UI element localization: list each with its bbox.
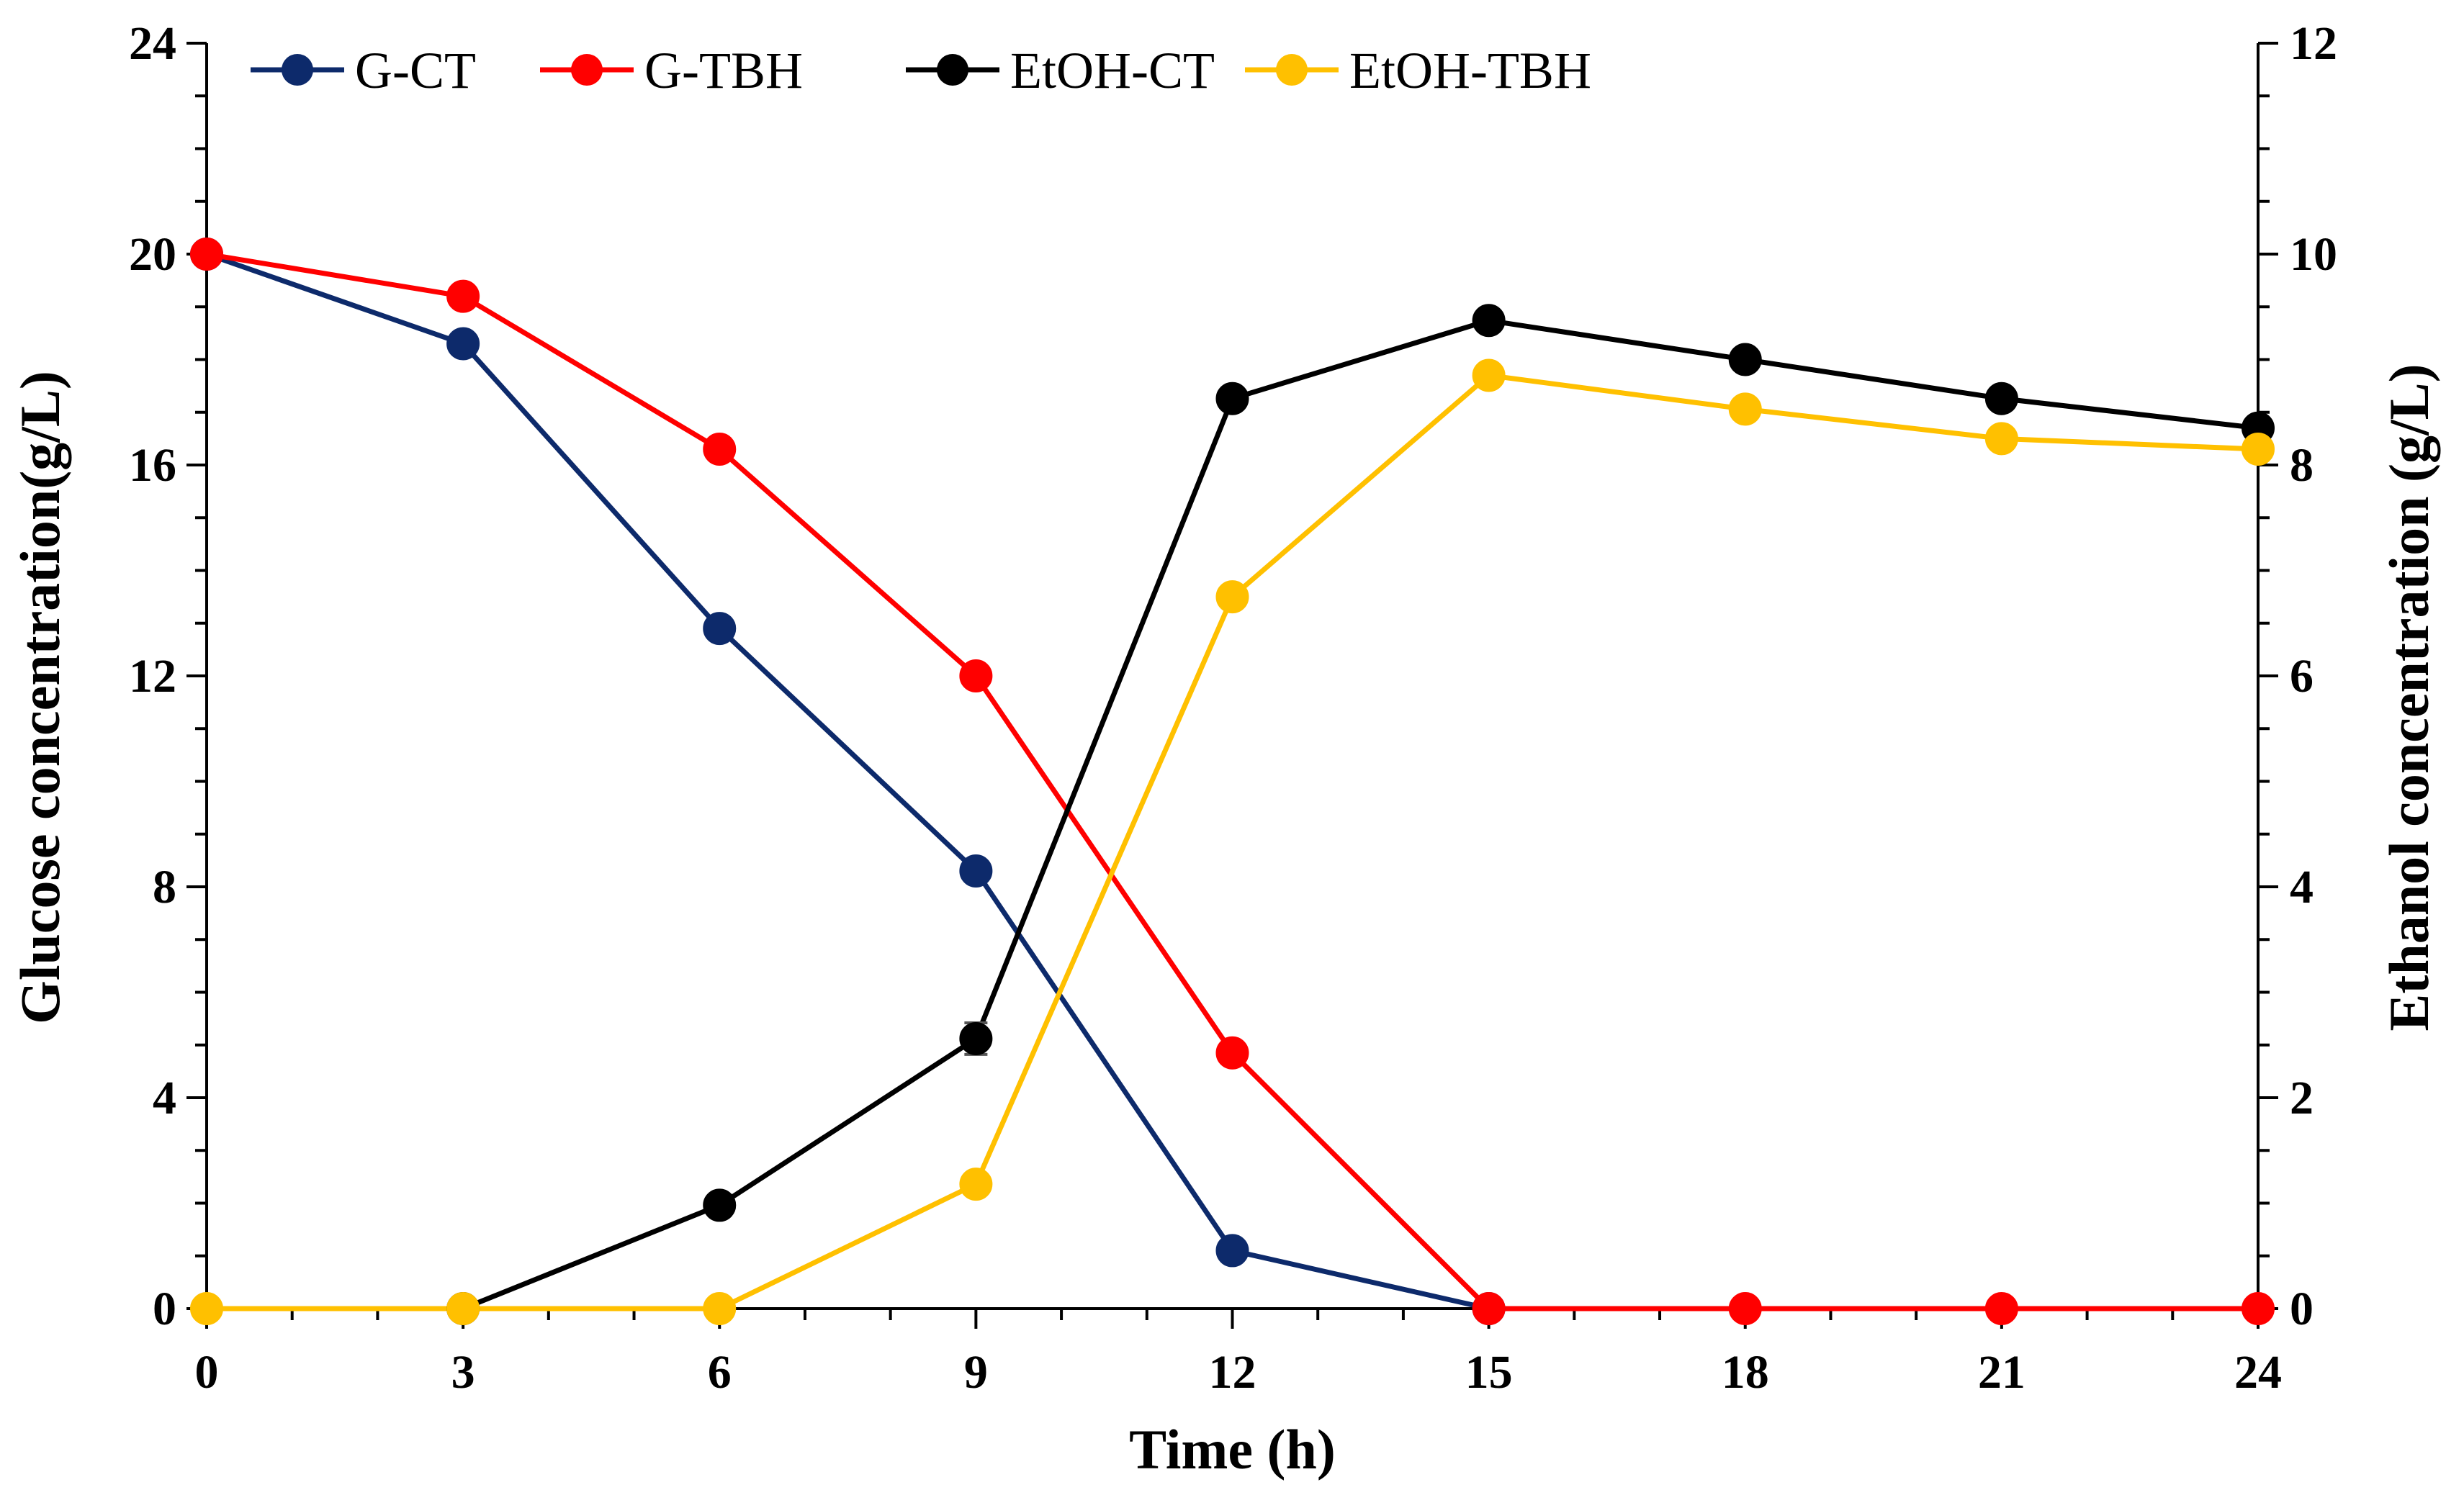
data-point-etoh-tbh — [190, 1292, 223, 1325]
y-left-tick-label: 16 — [129, 439, 176, 492]
y-left-tick-label: 4 — [153, 1072, 176, 1124]
y-left-tick-label: 20 — [129, 228, 176, 281]
data-point-etoh-tbh — [1728, 392, 1762, 426]
data-point-g-tbh — [1215, 1036, 1249, 1070]
y-left-tick-label: 8 — [153, 861, 176, 913]
data-point-g-tbh — [703, 433, 737, 466]
x-tick-label: 18 — [1722, 1346, 1769, 1399]
x-tick-label: 21 — [1978, 1346, 2025, 1399]
y-left-tick-label: 12 — [129, 650, 176, 703]
data-point-g-ct — [959, 854, 993, 888]
series-line-g-ct — [205, 251, 1490, 1311]
data-point-etoh-tbh — [1472, 358, 1506, 392]
legend-item-g-tbh: G-TBH — [540, 42, 803, 99]
x-tick-label: 15 — [1465, 1346, 1513, 1399]
y-right-axis-title: Ethanol concentration (g/L) — [2378, 364, 2440, 1031]
legend-item-etoh-ct: EtOH-CT — [906, 42, 1215, 99]
legend-item-etoh-tbh: EtOH-TBH — [1245, 42, 1591, 99]
legend: G-CT G-TBH EtOH-CT EtOH-TBH — [251, 42, 1591, 99]
series-markers — [190, 238, 2275, 1325]
data-point-g-ct — [703, 612, 737, 646]
data-point-g-tbh — [2242, 1292, 2275, 1325]
data-point-etoh-tbh — [1984, 422, 2018, 456]
data-point-etoh-tbh — [446, 1292, 480, 1325]
y-right-tick-label: 0 — [2290, 1283, 2314, 1335]
data-point-etoh-ct — [1728, 343, 1762, 376]
legend-marker — [937, 54, 968, 86]
x-tick-label: 6 — [708, 1346, 732, 1399]
y-right-tick-label: 10 — [2290, 228, 2337, 281]
legend-label: EtOH-CT — [1010, 42, 1215, 99]
data-point-g-tbh — [1728, 1292, 1762, 1325]
y-left-tick-label: 24 — [129, 17, 176, 70]
x-tick-label: 0 — [195, 1346, 219, 1399]
series-line-etoh-ct — [462, 317, 2259, 1311]
y-left-tick-label: 0 — [153, 1283, 176, 1335]
y-left-axis-title: Glucose concentration(g/L) — [9, 371, 71, 1024]
x-tick-label: 3 — [451, 1346, 475, 1399]
data-point-etoh-ct — [703, 1188, 737, 1222]
series-line-etoh-tbh — [207, 372, 2259, 1311]
x-tick-label: 12 — [1209, 1346, 1256, 1399]
data-point-g-tbh — [190, 238, 223, 271]
legend-item-g-ct: G-CT — [251, 42, 476, 99]
data-point-etoh-ct — [1215, 381, 1249, 415]
data-point-etoh-ct — [1472, 304, 1506, 338]
x-tick-label: 9 — [964, 1346, 988, 1399]
data-point-etoh-tbh — [1215, 580, 1249, 614]
data-point-g-tbh — [959, 659, 993, 692]
y-right-tick-label: 8 — [2290, 439, 2314, 492]
legend-marker — [1276, 54, 1308, 86]
data-point-etoh-ct — [959, 1021, 993, 1055]
data-point-etoh-tbh — [959, 1168, 993, 1201]
data-point-g-tbh — [1984, 1292, 2018, 1325]
data-point-g-ct — [1215, 1234, 1249, 1268]
data-point-etoh-tbh — [2242, 433, 2275, 466]
x-axis-title: Time (h) — [1129, 1418, 1336, 1481]
data-point-g-ct — [446, 327, 480, 361]
x-tick-label: 24 — [2234, 1346, 2282, 1399]
y-right-tick-label: 4 — [2290, 861, 2314, 913]
legend-label: G-CT — [355, 42, 476, 99]
data-point-etoh-tbh — [703, 1292, 737, 1325]
data-point-g-tbh — [446, 279, 480, 313]
legend-marker — [282, 54, 313, 86]
data-point-g-tbh — [1472, 1292, 1506, 1325]
legend-marker — [571, 54, 603, 86]
legend-label: EtOH-TBH — [1349, 42, 1591, 99]
y-right-tick-label: 2 — [2290, 1072, 2314, 1124]
y-right-tick-label: 6 — [2290, 650, 2314, 703]
y-right-tick-label: 12 — [2290, 17, 2337, 70]
legend-label: G-TBH — [644, 42, 803, 99]
data-point-etoh-ct — [1984, 381, 2018, 415]
